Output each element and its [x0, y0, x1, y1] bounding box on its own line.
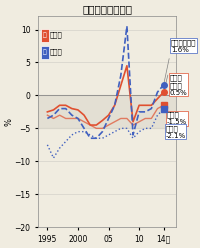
FancyBboxPatch shape	[41, 29, 49, 42]
Text: 商三大都市圏
1.6%: 商三大都市圏 1.6%	[171, 39, 196, 53]
Text: 商業地: 商業地	[50, 48, 63, 55]
Y-axis label: %: %	[4, 118, 13, 126]
Text: 住宅地: 住宅地	[50, 31, 63, 38]
Text: 住地方
-1.5%: 住地方 -1.5%	[167, 112, 187, 125]
Bar	[38, 95, 176, 128]
Text: 商: 商	[43, 49, 47, 55]
Text: 住: 住	[43, 32, 47, 38]
Text: 住三大
都市圏
0.5%: 住三大 都市圏 0.5%	[170, 74, 187, 95]
Title: 地価変動率の推移: 地価変動率の推移	[82, 4, 132, 14]
FancyBboxPatch shape	[41, 46, 49, 59]
Text: 商地方
-2.1%: 商地方 -2.1%	[165, 125, 186, 139]
